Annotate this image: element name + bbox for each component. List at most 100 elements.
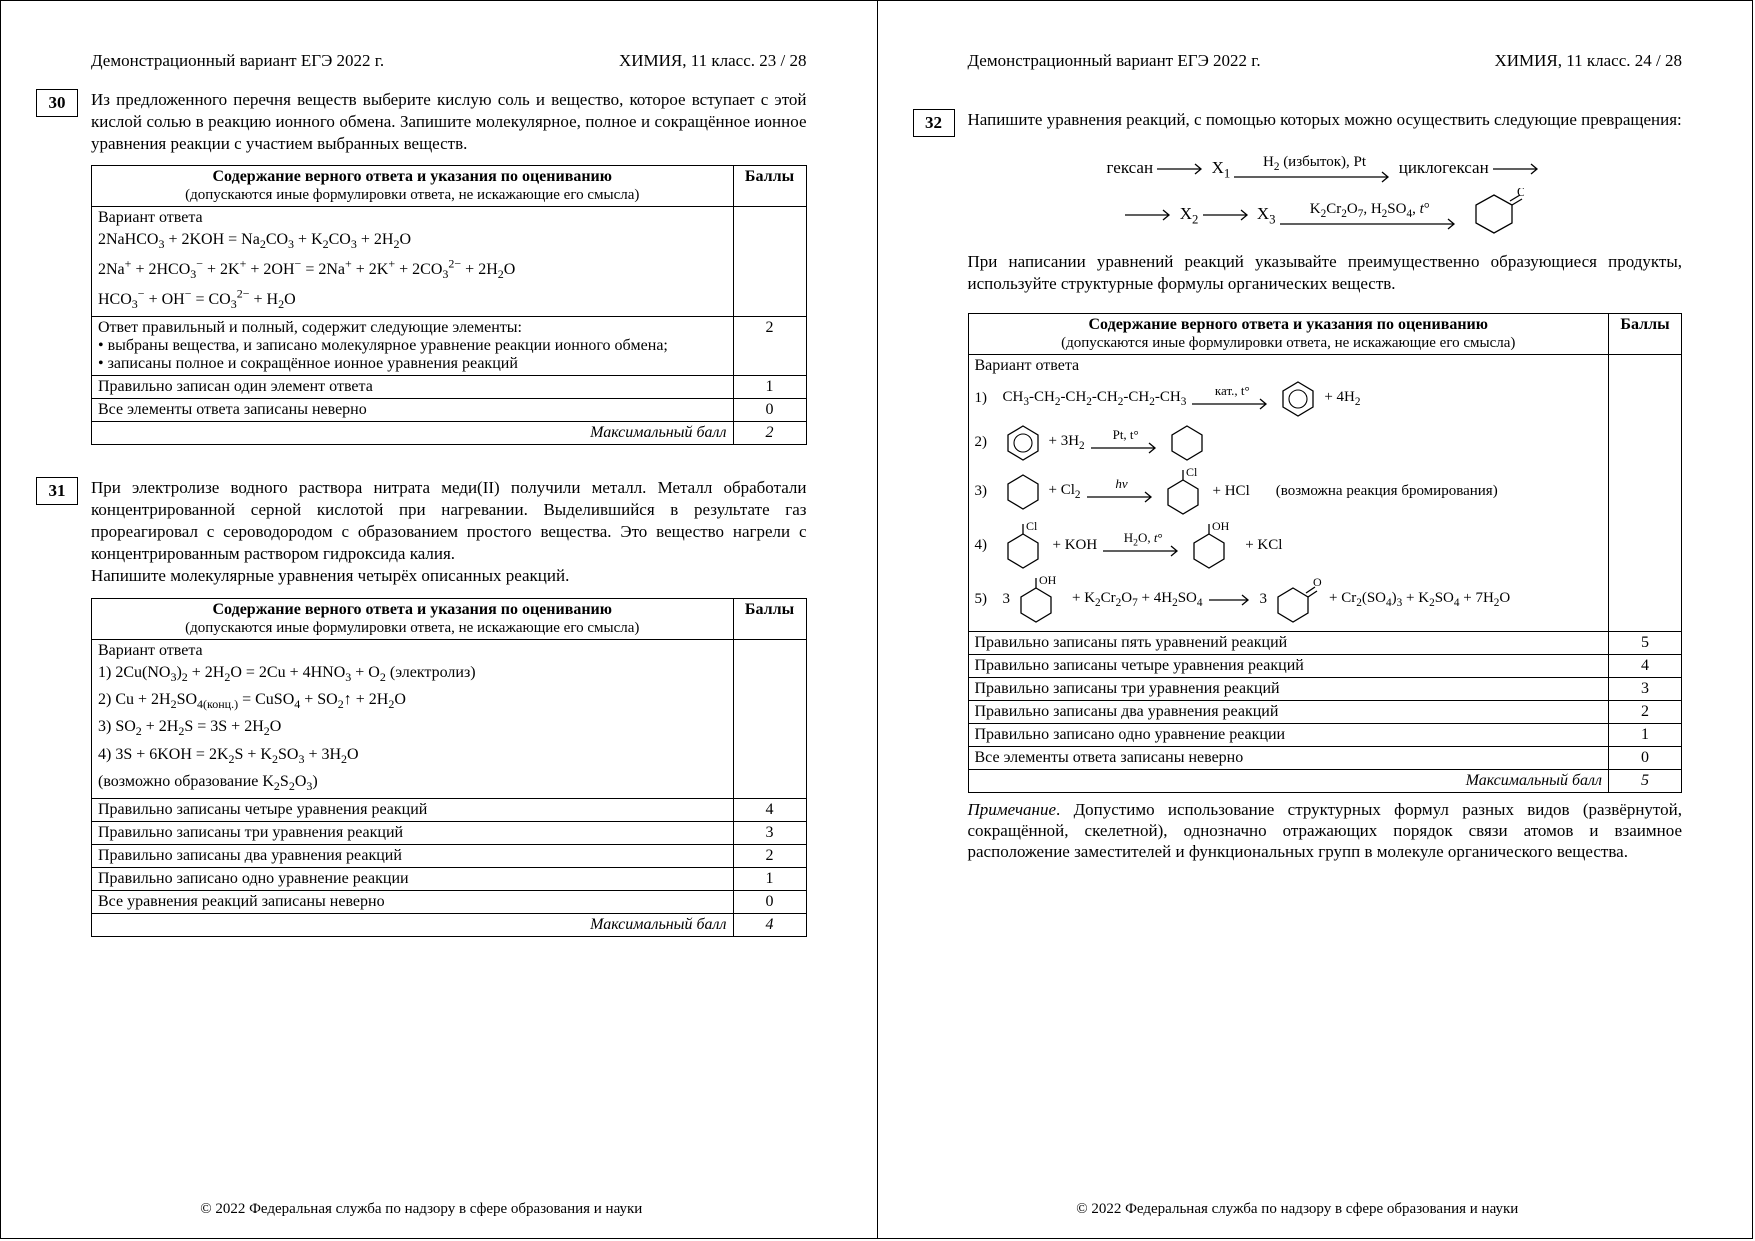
max-label: Максимальный балл [968, 769, 1609, 792]
svg-text:O: O [1517, 188, 1524, 199]
svg-text:OH: OH [1039, 575, 1057, 587]
rubric-header-sub: (допускаются иные формулировки ответа, н… [185, 187, 639, 203]
cyclohexanone-icon: O [1464, 188, 1524, 243]
arrow-icon: Pt, t° [1091, 430, 1161, 456]
rubric-score: 1 [1609, 723, 1682, 746]
equation-3: 3) SO2 + 2H2S = 3S + 2H2O [98, 718, 281, 735]
svg-text:Cl: Cl [1186, 467, 1198, 479]
reaction-3: 3) + Cl2 hv Cl + HCl (возможна реакция б… [975, 467, 1603, 517]
rubric-row: Правильно записаны четыре уравнения реак… [92, 799, 807, 822]
task-31: 31 При электролизе водного раствора нитр… [36, 477, 807, 587]
rubric-row: Правильно записаны пять уравнений реакци… [968, 631, 1682, 654]
rxn-right: + HCl [1213, 483, 1250, 500]
chlorocyclohexane-icon: Cl [1163, 467, 1207, 517]
rubric-row: Все уравнения реакций записаны неверно0 [92, 891, 807, 914]
rxn-num: 1) [975, 390, 997, 407]
rxn-right: + Cr2(SO4)3 + K2SO4 + 7H2O [1329, 590, 1510, 609]
rubric-text: Правильно записан один элемент ответа [92, 376, 734, 399]
rxn-right: + KCl [1245, 537, 1282, 554]
rubric-header-text: Содержание верного ответа и указания по … [1089, 316, 1489, 333]
header-left: Демонстрационный вариант ЕГЭ 2022 г. [968, 51, 1261, 71]
arrow-icon [1493, 162, 1543, 176]
max-row: Максимальный балл 5 [968, 769, 1682, 792]
rubric-text: Правильно записаны три уравнения реакций [968, 677, 1609, 700]
task-31-content: Содержание верного ответа и указания по … [91, 588, 807, 938]
answer-row: Вариант ответа 1) 2Cu(NO3)2 + 2H2O = 2Cu… [92, 639, 807, 799]
max-row: Максимальный балл 4 [92, 914, 807, 937]
task-32-content: гексан X1 H2 (избыток), Pt циклогексан X… [968, 137, 1683, 863]
score-header: Баллы [733, 166, 806, 207]
rubric-score: 2 [733, 317, 806, 376]
rubric-score: 2 [733, 845, 806, 868]
rxn-left: CH3-CH2-CH2-CH2-CH2-CH3 [1003, 389, 1187, 408]
rubric-header-text: Содержание верного ответа и указания по … [213, 168, 613, 185]
max-score: 5 [1609, 769, 1682, 792]
rxn-note: (возможна реакция бромирования) [1276, 483, 1498, 500]
chlorocyclohexane-icon: Cl [1003, 521, 1047, 571]
task-text: При электролизе водного раствора нитрата… [91, 477, 807, 587]
rubric-text: Правильно записаны пять уравнений реакци… [968, 631, 1609, 654]
answer-cell: Вариант ответа 1) 2Cu(NO3)2 + 2H2O = 2Cu… [92, 639, 734, 799]
scheme-x3: X3 [1257, 204, 1276, 223]
max-label: Максимальный балл [92, 422, 734, 445]
rxn-cond: hv [1087, 476, 1157, 492]
arrow-icon: hv [1087, 479, 1157, 505]
rubric-score: 0 [1609, 746, 1682, 769]
page-header: Демонстрационный вариант ЕГЭ 2022 г. ХИМ… [91, 51, 807, 71]
task-number: 32 [913, 109, 955, 137]
rubric-text: Все уравнения реакций записаны неверно [92, 891, 734, 914]
rubric-header: Содержание верного ответа и указания по … [92, 166, 734, 207]
task-number: 31 [36, 477, 78, 505]
scheme-cond: H2 (избыток), Pt [1234, 146, 1394, 180]
svg-text:O: O [1313, 575, 1322, 589]
rubric-score: 0 [733, 891, 806, 914]
arrow-icon: H2O, t° [1103, 533, 1183, 559]
reaction-1: 1) CH3-CH2-CH2-CH2-CH2-CH3 кат., t° + 4H… [975, 379, 1603, 419]
rubric-text: Правильно записаны четыре уравнения реак… [92, 799, 734, 822]
rubric-row: Правильно записаны четыре уравнения реак… [968, 654, 1682, 677]
rxn-mid: + 3H2 [1049, 433, 1085, 452]
max-label: Максимальный балл [92, 914, 734, 937]
rxn-num: 5) [975, 591, 997, 608]
rxn-cond: Pt, t° [1091, 427, 1161, 443]
rubric-row: Правильно записан один элемент ответа 1 [92, 376, 807, 399]
scheme-x2: X2 [1180, 204, 1199, 223]
rubric-header: Содержание верного ответа и указания по … [92, 598, 734, 639]
task-32: 32 Напишите уравнения реакций, с помощью… [913, 109, 1683, 137]
answer-label: Вариант ответа [98, 209, 203, 226]
rubric-score: 3 [733, 822, 806, 845]
rxn-right: + 4H2 [1324, 389, 1360, 408]
reaction-2: 2) + 3H2 Pt, t° [975, 423, 1603, 463]
rubric-text: Правильно записаны два уравнения реакций [92, 845, 734, 868]
cyclohexanone-icon: O [1273, 575, 1323, 625]
benzene-icon [1003, 423, 1043, 463]
score-empty [733, 207, 806, 317]
task-30: 30 Из предложенного перечня веществ выбе… [36, 89, 807, 155]
rubric-table-32: Содержание верного ответа и указания по … [968, 313, 1683, 793]
rubric-score: 1 [733, 868, 806, 891]
task-text: Из предложенного перечня веществ выберит… [91, 89, 807, 155]
page-footer: © 2022 Федеральная служба по надзору в с… [913, 1181, 1683, 1218]
answer-row: Вариант ответа 1) CH3-CH2-CH2-CH2-CH2-CH… [968, 354, 1682, 631]
page-spread: Демонстрационный вариант ЕГЭ 2022 г. ХИМ… [0, 0, 1753, 1239]
rxn-num: 3) [975, 483, 997, 500]
answer-cell: Вариант ответа 2NaHCO3 + 2KOH = Na2CO3 +… [92, 207, 734, 317]
rubric-score: 2 [1609, 700, 1682, 723]
answer-label: Вариант ответа [98, 642, 203, 659]
rxn-mid: + K2Cr2O7 + 4H2SO4 [1072, 590, 1203, 609]
rxn-mid: + KOH [1053, 537, 1098, 554]
arrow-icon [1125, 208, 1175, 222]
svg-text:OH: OH [1212, 521, 1230, 533]
arrow-icon [1209, 593, 1254, 607]
equation-4: 4) 3S + 6KOH = 2K2S + K2SO3 + 3H2O [98, 746, 359, 763]
rubric-row: Правильно записаны два уравнения реакций… [968, 700, 1682, 723]
rxn-num: 4) [975, 537, 997, 554]
score-header: Баллы [1609, 313, 1682, 354]
rubric-row: Правильно записаны три уравнения реакций… [92, 822, 807, 845]
rxn-mid: + Cl2 [1049, 482, 1081, 501]
answer-cell: Вариант ответа 1) CH3-CH2-CH2-CH2-CH2-CH… [968, 354, 1609, 631]
task-number: 30 [36, 89, 78, 117]
page-right: Демонстрационный вариант ЕГЭ 2022 г. ХИМ… [877, 1, 1753, 1238]
score-header: Баллы [733, 598, 806, 639]
scheme-hexane: гексан [1107, 158, 1154, 177]
